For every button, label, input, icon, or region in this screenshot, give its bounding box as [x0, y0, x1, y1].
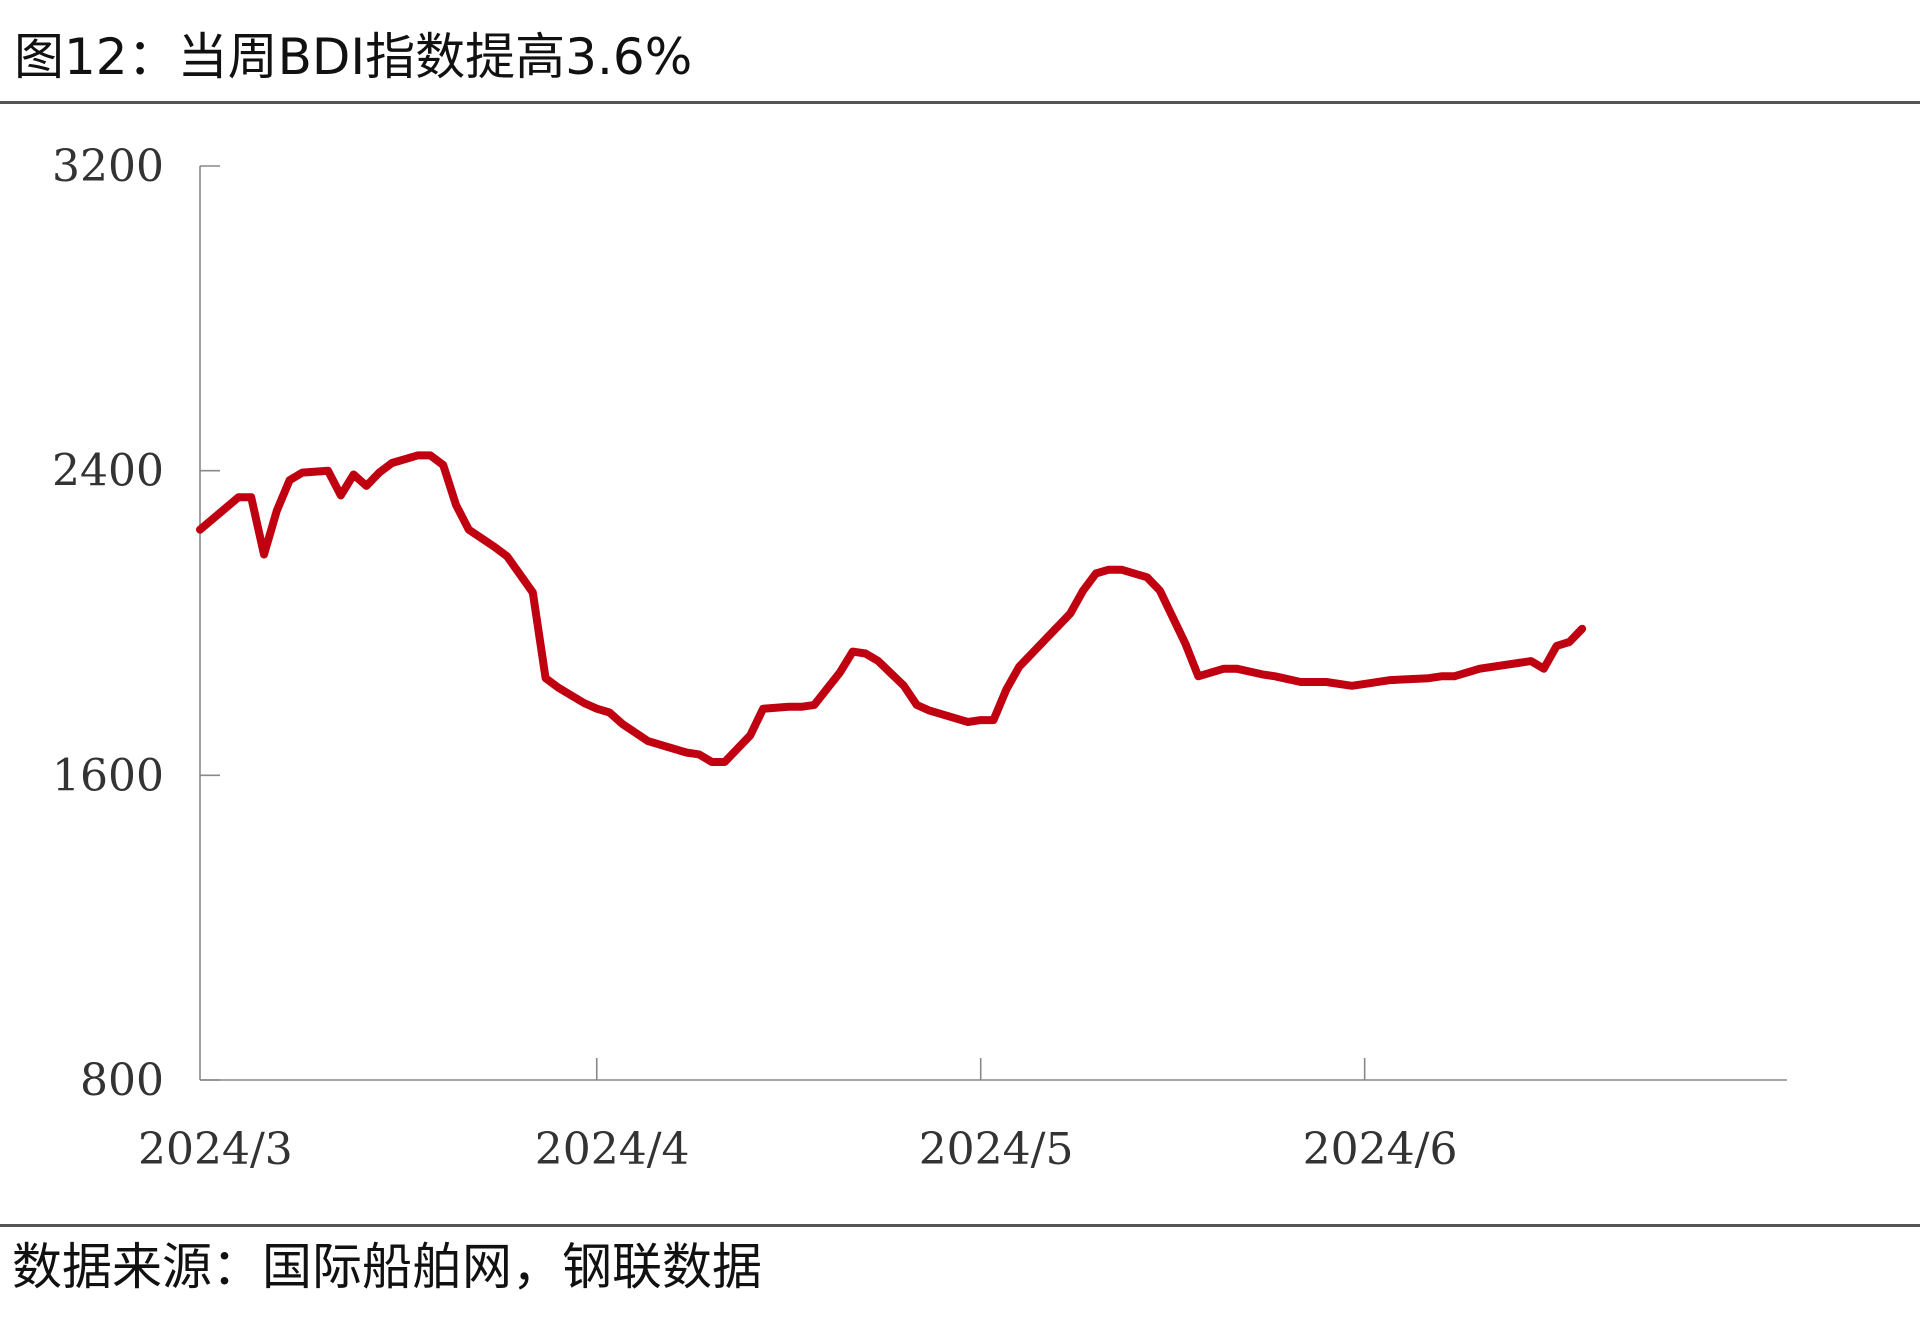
- bdi-series-line: [196, 451, 1587, 766]
- data-point: [300, 470, 305, 475]
- data-point: [326, 468, 330, 473]
- data-point: [1516, 661, 1521, 665]
- data-point: [799, 704, 804, 709]
- data-point: [262, 552, 266, 557]
- data-point: [441, 463, 446, 467]
- data-point: [338, 493, 343, 498]
- data-point: [1452, 674, 1457, 679]
- data-point: [287, 478, 292, 483]
- data-point: [492, 544, 497, 549]
- y-tick-label: 2400: [52, 446, 164, 497]
- data-point: [1580, 626, 1585, 631]
- data-point: [1439, 674, 1444, 679]
- chart-tick-labels: 800 1600 2400 3200 2024/3 2024/4 2024/5 2024/6: [52, 141, 1457, 1175]
- data-point: [1298, 680, 1303, 684]
- data-point: [428, 453, 433, 458]
- data-point: [249, 495, 254, 500]
- data-point: [1106, 567, 1111, 572]
- figure-source: 数据来源：国际船舶网，钢联数据: [12, 1238, 762, 1296]
- data-point: [645, 739, 650, 744]
- chart-axes: [199, 165, 1787, 1081]
- data-point: [1004, 687, 1009, 692]
- data-point: [607, 710, 612, 715]
- data-point: [863, 651, 868, 656]
- data-point: [594, 706, 599, 711]
- data-point: [1541, 666, 1546, 671]
- x-tick-label: 2024/4: [535, 1124, 690, 1175]
- data-point: [377, 470, 382, 475]
- data-point: [709, 760, 714, 764]
- data-point: [351, 472, 356, 477]
- data-point: [684, 750, 689, 755]
- data-point: [1119, 567, 1124, 572]
- data-point: [236, 495, 241, 500]
- data-point: [1145, 575, 1150, 580]
- data-point: [1234, 666, 1239, 671]
- data-point: [1349, 683, 1354, 688]
- data-point: [697, 752, 702, 757]
- data-point: [1426, 676, 1431, 681]
- data-point: [953, 716, 958, 721]
- y-tick-label: 1600: [52, 750, 164, 801]
- data-point: [850, 649, 855, 654]
- chart-series: [196, 451, 1587, 766]
- data-point: [274, 508, 279, 513]
- data-point: [556, 685, 561, 690]
- data-point: [761, 706, 766, 711]
- data-point: [876, 659, 881, 664]
- data-point: [454, 502, 458, 507]
- data-point: [1196, 674, 1201, 679]
- data-point: [1477, 666, 1482, 671]
- data-point: [1324, 680, 1329, 684]
- data-point: [620, 721, 625, 726]
- data-point: [1567, 640, 1572, 644]
- figure-title: 图12：当周BDI指数提高3.6%: [14, 28, 693, 86]
- data-point: [1081, 588, 1086, 593]
- data-point: [837, 670, 842, 675]
- bdi-line-chart: 800 1600 2400 3200 2024/3 2024/4 2024/5 2024/6: [52, 141, 1787, 1175]
- data-point: [1260, 672, 1265, 677]
- data-point: [198, 527, 202, 532]
- data-point: [978, 718, 983, 723]
- data-point: [582, 701, 586, 705]
- data-point: [505, 554, 510, 559]
- data-point: [1017, 664, 1022, 669]
- data-point: [927, 708, 932, 713]
- data-point: [901, 683, 906, 688]
- data-point: [530, 590, 535, 595]
- data-point: [722, 760, 727, 764]
- data-point: [748, 733, 753, 738]
- data-point: [1183, 641, 1188, 646]
- data-point: [812, 702, 817, 707]
- data-point: [786, 704, 791, 709]
- data-point: [1273, 674, 1278, 679]
- title-divider: [0, 101, 1920, 104]
- data-point: [914, 702, 919, 707]
- data-point: [1068, 611, 1073, 616]
- data-point: [415, 453, 420, 458]
- y-tick-label: 800: [80, 1055, 164, 1106]
- data-point: [1362, 681, 1367, 686]
- data-point: [364, 483, 369, 488]
- data-point: [390, 461, 394, 465]
- data-point: [1093, 571, 1098, 576]
- data-point: [991, 718, 996, 723]
- x-tick-label: 2024/5: [919, 1124, 1074, 1175]
- y-tick-label: 3200: [52, 141, 164, 192]
- x-tick-label: 2024/3: [138, 1124, 293, 1175]
- x-tick-label: 2024/6: [1303, 1124, 1458, 1175]
- data-point: [965, 720, 970, 724]
- source-divider: [0, 1224, 1920, 1227]
- data-point: [1221, 666, 1226, 671]
- data-point: [1529, 659, 1533, 664]
- data-point: [1157, 588, 1162, 593]
- data-point: [543, 676, 548, 681]
- data-point: [1554, 643, 1559, 648]
- data-point: [1042, 638, 1047, 643]
- data-point: [466, 527, 471, 532]
- data-point: [1388, 678, 1393, 683]
